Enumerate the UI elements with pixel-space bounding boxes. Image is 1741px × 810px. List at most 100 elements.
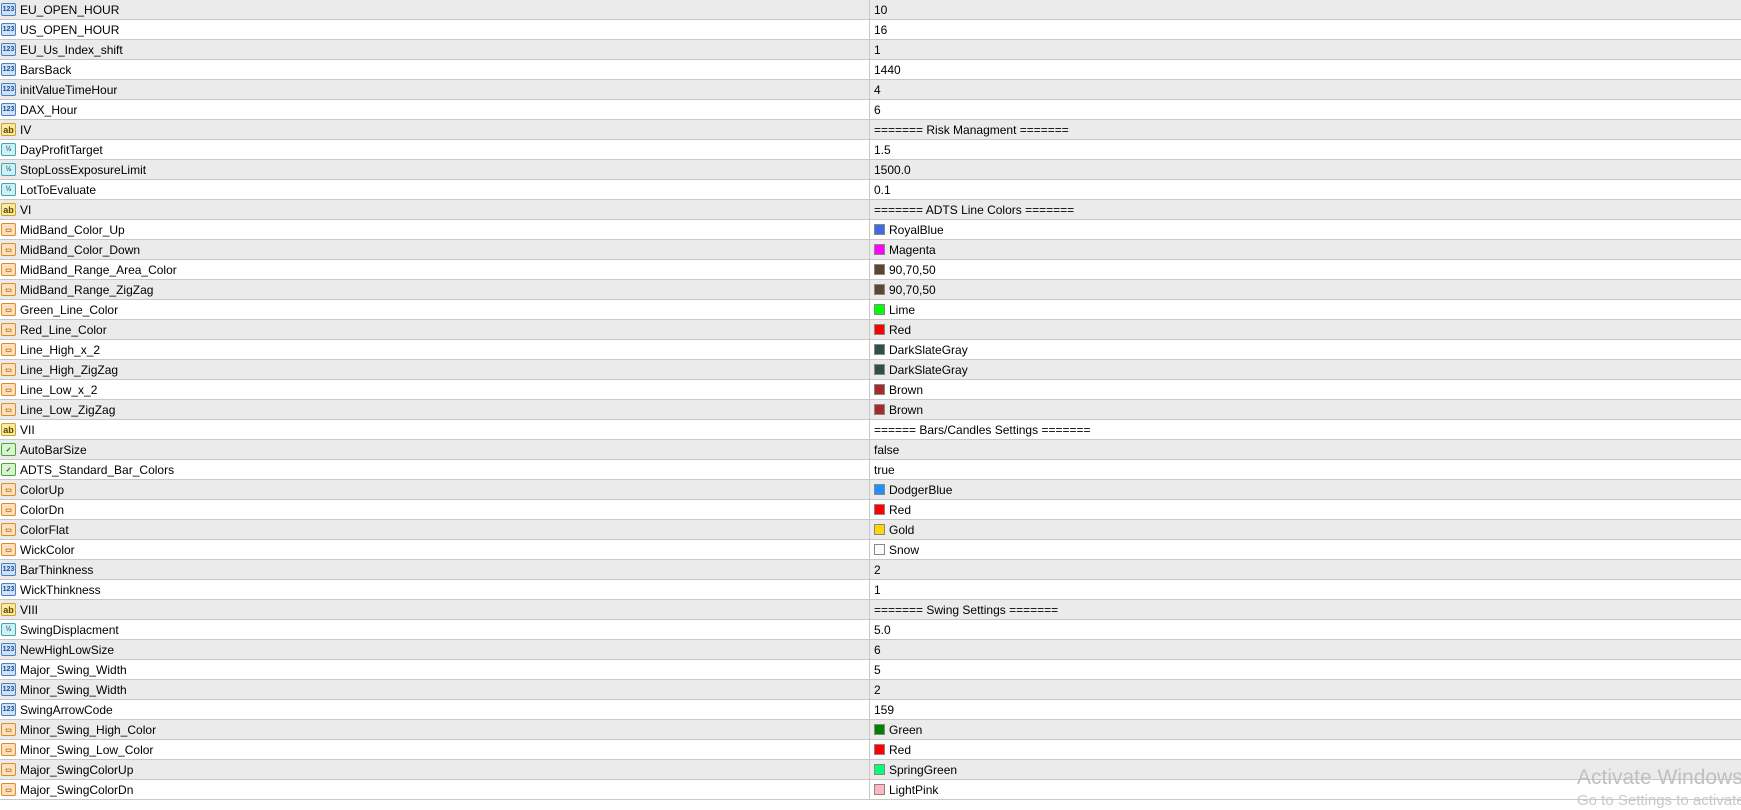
parameter-value-cell[interactable]: 5.0 bbox=[870, 620, 1534, 639]
parameter-value[interactable]: 10 bbox=[874, 2, 888, 17]
parameter-value-cell[interactable]: ======= ADTS Line Colors ======= bbox=[870, 200, 1534, 219]
parameter-value-cell[interactable]: Brown bbox=[870, 400, 1534, 419]
parameter-value-cell[interactable]: Magenta bbox=[870, 240, 1534, 259]
parameter-value[interactable]: 1.5 bbox=[874, 142, 891, 157]
parameter-value[interactable]: Lime bbox=[889, 302, 916, 317]
table-row[interactable]: ▭ Line_High_ZigZag DarkSlateGray bbox=[0, 360, 1741, 380]
parameter-value[interactable]: 2 bbox=[874, 682, 881, 697]
parameter-value-cell[interactable]: 6 bbox=[870, 100, 1534, 119]
parameter-value[interactable]: 4 bbox=[874, 82, 881, 97]
table-row[interactable]: ▭ MidBand_Color_Up RoyalBlue bbox=[0, 220, 1741, 240]
parameter-value[interactable]: Red bbox=[889, 742, 912, 757]
table-row[interactable]: ▭ ColorFlat Gold bbox=[0, 520, 1741, 540]
table-row[interactable]: ▭ Minor_Swing_Low_Color Red bbox=[0, 740, 1741, 760]
table-row[interactable]: 123 EU_OPEN_HOUR 10 bbox=[0, 0, 1741, 20]
table-row[interactable]: 123 Minor_Swing_Width 2 bbox=[0, 680, 1741, 700]
parameter-value-cell[interactable]: Red bbox=[870, 320, 1534, 339]
parameter-value[interactable]: 16 bbox=[874, 22, 888, 37]
table-row[interactable]: 123 Major_Swing_Width 5 bbox=[0, 660, 1741, 680]
table-row[interactable]: ▭ Green_Line_Color Lime bbox=[0, 300, 1741, 320]
table-row[interactable]: 123 SwingArrowCode 159 bbox=[0, 700, 1741, 720]
parameter-value-cell[interactable]: Lime bbox=[870, 300, 1534, 319]
parameter-value[interactable]: Brown bbox=[889, 382, 924, 397]
parameter-value[interactable]: LightPink bbox=[889, 782, 939, 797]
parameter-value[interactable]: 6 bbox=[874, 642, 881, 657]
parameter-value[interactable]: RoyalBlue bbox=[889, 222, 944, 237]
parameter-value-cell[interactable]: 5 bbox=[870, 660, 1534, 679]
table-row[interactable]: ½ StopLossExposureLimit 1500.0 bbox=[0, 160, 1741, 180]
parameter-value[interactable]: false bbox=[874, 442, 900, 457]
table-row[interactable]: 123 BarThinkness 2 bbox=[0, 560, 1741, 580]
parameter-value-cell[interactable]: 2 bbox=[870, 560, 1534, 579]
parameter-value[interactable]: DarkSlateGray bbox=[889, 362, 968, 377]
table-row[interactable]: 123 US_OPEN_HOUR 16 bbox=[0, 20, 1741, 40]
table-row[interactable]: ✓ ADTS_Standard_Bar_Colors true bbox=[0, 460, 1741, 480]
parameter-value-cell[interactable]: LightPink bbox=[870, 780, 1534, 799]
parameter-value[interactable]: 1 bbox=[874, 582, 881, 597]
parameter-value-cell[interactable]: Green bbox=[870, 720, 1534, 739]
parameter-value[interactable]: 159 bbox=[874, 702, 895, 717]
parameter-value[interactable]: Red bbox=[889, 322, 912, 337]
parameter-value-cell[interactable]: 90,70,50 bbox=[870, 280, 1534, 299]
parameter-value[interactable]: true bbox=[874, 462, 895, 477]
table-row[interactable]: ▭ Line_High_x_2 DarkSlateGray bbox=[0, 340, 1741, 360]
parameter-value-cell[interactable]: ======= Swing Settings ======= bbox=[870, 600, 1534, 619]
parameter-value[interactable]: Red bbox=[889, 502, 912, 517]
table-row[interactable]: ab VIII ======= Swing Settings ======= bbox=[0, 600, 1741, 620]
table-row[interactable]: ▭ Red_Line_Color Red bbox=[0, 320, 1741, 340]
table-row[interactable]: ab VI ======= ADTS Line Colors ======= bbox=[0, 200, 1741, 220]
table-row[interactable]: 123 initValueTimeHour 4 bbox=[0, 80, 1741, 100]
parameter-value[interactable]: 1440 bbox=[874, 62, 901, 77]
parameter-value[interactable]: DarkSlateGray bbox=[889, 342, 968, 357]
parameter-value-cell[interactable]: SpringGreen bbox=[870, 760, 1534, 779]
table-row[interactable]: ½ LotToEvaluate 0.1 bbox=[0, 180, 1741, 200]
parameter-value-cell[interactable]: 16 bbox=[870, 20, 1534, 39]
table-row[interactable]: 123 EU_Us_Index_shift 1 bbox=[0, 40, 1741, 60]
parameter-value-cell[interactable]: DodgerBlue bbox=[870, 480, 1534, 499]
parameter-value[interactable]: 1500.0 bbox=[874, 162, 911, 177]
parameter-value-cell[interactable]: Snow bbox=[870, 540, 1534, 559]
parameter-value[interactable]: 5 bbox=[874, 662, 881, 677]
table-row[interactable]: ab IV ======= Risk Managment ======= bbox=[0, 120, 1741, 140]
table-row[interactable]: 123 WickThinkness 1 bbox=[0, 580, 1741, 600]
parameter-value-cell[interactable]: Red bbox=[870, 500, 1534, 519]
table-row[interactable]: ▭ Minor_Swing_High_Color Green bbox=[0, 720, 1741, 740]
table-row[interactable]: ✓ AutoBarSize false bbox=[0, 440, 1741, 460]
parameter-value-cell[interactable]: 1.5 bbox=[870, 140, 1534, 159]
parameter-value-cell[interactable]: ====== Bars/Candles Settings ======= bbox=[870, 420, 1534, 439]
parameter-value-cell[interactable]: 1440 bbox=[870, 60, 1534, 79]
parameter-value[interactable]: ====== Bars/Candles Settings ======= bbox=[874, 422, 1091, 437]
parameter-value-cell[interactable]: false bbox=[870, 440, 1534, 459]
parameter-value[interactable]: 0.1 bbox=[874, 182, 891, 197]
table-row[interactable]: ½ SwingDisplacment 5.0 bbox=[0, 620, 1741, 640]
parameter-value-cell[interactable]: Brown bbox=[870, 380, 1534, 399]
table-row[interactable]: ▭ Major_SwingColorUp SpringGreen bbox=[0, 760, 1741, 780]
parameter-value[interactable]: ======= Risk Managment ======= bbox=[874, 122, 1069, 137]
parameter-value-cell[interactable]: 90,70,50 bbox=[870, 260, 1534, 279]
parameter-value[interactable]: 1 bbox=[874, 42, 881, 57]
parameter-value-cell[interactable]: true bbox=[870, 460, 1534, 479]
parameter-value-cell[interactable]: 159 bbox=[870, 700, 1534, 719]
parameter-value[interactable]: 6 bbox=[874, 102, 881, 117]
table-row[interactable]: ▭ ColorUp DodgerBlue bbox=[0, 480, 1741, 500]
parameter-value-cell[interactable]: 1 bbox=[870, 580, 1534, 599]
table-row[interactable]: ½ DayProfitTarget 1.5 bbox=[0, 140, 1741, 160]
table-row[interactable]: 123 BarsBack 1440 bbox=[0, 60, 1741, 80]
table-row[interactable]: ▭ Major_SwingColorDn LightPink bbox=[0, 780, 1741, 800]
parameter-value-cell[interactable]: DarkSlateGray bbox=[870, 340, 1534, 359]
parameter-value-cell[interactable]: 10 bbox=[870, 0, 1534, 19]
parameter-value[interactable]: 90,70,50 bbox=[889, 282, 936, 297]
parameter-value-cell[interactable]: Gold bbox=[870, 520, 1534, 539]
parameter-value[interactable]: SpringGreen bbox=[889, 762, 958, 777]
parameter-value[interactable]: Magenta bbox=[889, 242, 936, 257]
parameter-value[interactable]: ======= Swing Settings ======= bbox=[874, 602, 1059, 617]
parameter-value-cell[interactable]: DarkSlateGray bbox=[870, 360, 1534, 379]
table-row[interactable]: ▭ MidBand_Color_Down Magenta bbox=[0, 240, 1741, 260]
parameter-value-cell[interactable]: 1500.0 bbox=[870, 160, 1534, 179]
parameter-value[interactable]: 5.0 bbox=[874, 622, 891, 637]
table-row[interactable]: ab VII ====== Bars/Candles Settings ======… bbox=[0, 420, 1741, 440]
table-row[interactable]: ▭ MidBand_Range_Area_Color 90,70,50 bbox=[0, 260, 1741, 280]
parameter-value[interactable]: Gold bbox=[889, 522, 915, 537]
parameter-value-cell[interactable]: 0.1 bbox=[870, 180, 1534, 199]
table-row[interactable]: ▭ ColorDn Red bbox=[0, 500, 1741, 520]
